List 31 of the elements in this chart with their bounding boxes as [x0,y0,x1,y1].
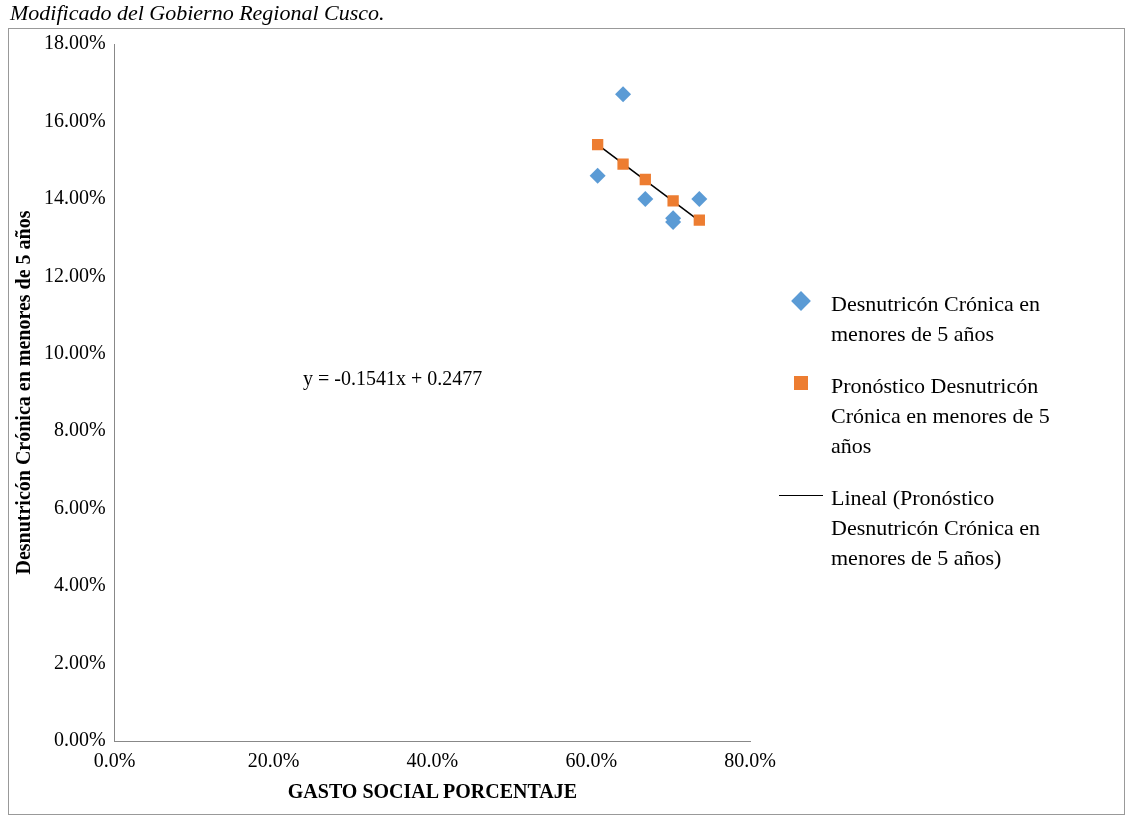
y-tick-label: 10.00% [43,341,106,364]
y-tick-label: 8.00% [53,418,106,441]
point [667,195,679,207]
text: Modificado del Gobierno Regional Cusco. [10,0,386,27]
y-tick-label: 6.00% [53,495,106,518]
x-axis-title: GASTO SOCIAL PORCENTAJE [287,780,578,803]
y-tick-label: 0.00% [53,728,106,751]
x-tick-label: 20.0% [247,749,300,772]
legend-label: Lineal (Pronóstico Desnutricón Crónica en menores de 5 años) [831,484,1041,572]
point [615,86,632,103]
x-tick-label: 40.0% [406,749,459,772]
y-tick-label: 16.00% [43,108,106,131]
annotation: y = -0.1541x + 0.2477 [303,366,483,390]
point [693,214,705,226]
y-tick-label: 14.00% [43,186,106,209]
point [591,139,604,151]
y-tick-label: 2.00% [53,650,106,673]
legend-label: Desnutricón Crónica en menores de 5 años [831,290,1041,348]
y-axis-title: Desnutricón Crónica en menores de 5 años [12,210,35,575]
y-tick-label: 18.00% [43,31,106,54]
point [691,190,708,207]
point [637,190,654,207]
y-tick-label: 12.00% [43,263,106,286]
legend-label: Pronóstico Desnutricón Crónica en menores de 5 años [831,372,1051,460]
point [639,173,651,186]
y-tick-label: 4.00% [53,573,106,596]
x-tick-label: 80.0% [724,749,777,772]
point [617,158,629,170]
x-tick-label: 0.0% [93,749,136,772]
point [589,167,606,184]
x-tick-label: 60.0% [565,749,618,772]
